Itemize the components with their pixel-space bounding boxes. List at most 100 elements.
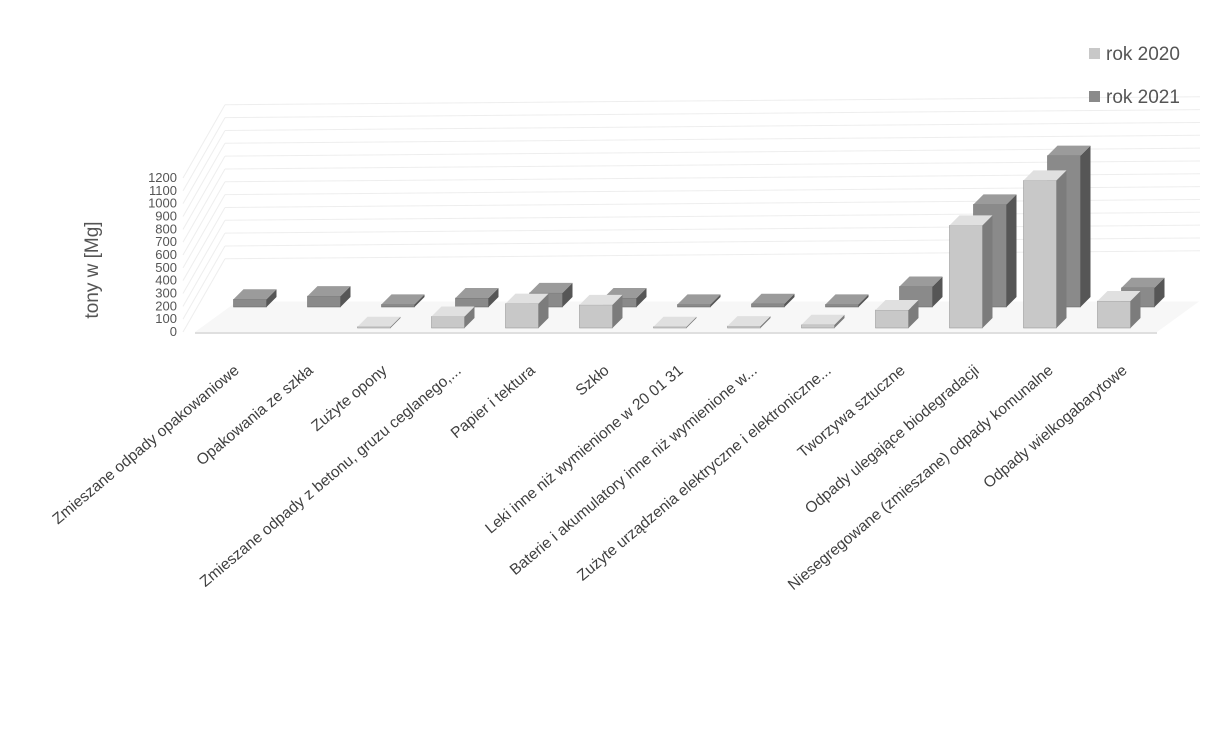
bar-rok-2021 [381,294,425,308]
bar-rok-2021 [825,294,869,308]
y-tick-label: 800 [155,221,177,236]
y-tick-label: 100 [155,311,177,326]
y-tick-label: 700 [155,234,177,249]
bar-rok-2021-front [455,297,489,308]
gridline-side [182,181,226,256]
bar-rok-2020-front [1097,300,1131,329]
bar-rok-2020-top [653,316,697,327]
bar-rok-2021-front [233,299,267,308]
x-category-label: Szkło [573,362,613,399]
x-axis-category-labels: Zmieszane odpady opakowanioweOpakowania … [49,362,1130,594]
gridline [224,160,1201,170]
y-tick-label: 1200 [148,170,177,185]
bar-rok-2021-top [455,288,499,299]
bar-rok-2021-side [636,288,647,307]
bar-rok-2021-top [529,282,573,293]
gridline [224,134,1201,144]
bar-rok-2021-top [751,293,795,304]
bar-rok-2020-front [431,316,465,329]
bar-rok-2020-front [875,309,909,329]
gridline-side [182,117,226,192]
bar-rok-2020-front [801,324,835,329]
gridline-side [182,194,226,269]
bar-rok-2020-front [727,325,761,329]
bar-rok-2020-side [538,293,549,328]
bar-rok-2020-top [431,306,475,317]
bar-rok-2020-side [390,316,401,328]
bar-rok-2020 [505,293,549,329]
legend-swatch-rok-2020 [1089,48,1100,59]
bar-rok-2021-side [1154,277,1165,307]
bar-rok-2021-top [825,294,869,305]
bar-rok-2021 [307,286,351,308]
gridline [224,147,1201,157]
gridline-side [182,130,226,204]
bar-rok-2021-side [1080,145,1091,307]
legend-label-rok-2021: rok 2021 [1106,87,1180,108]
bar-rok-2020-side [612,294,623,328]
bar-rok-2020-front [505,303,539,329]
y-tick-label: 1100 [149,183,177,198]
y-tick-label: 400 [155,273,177,288]
bar-rok-2021-side [710,294,721,307]
y-tick-label: 200 [155,298,177,313]
bar-rok-2020-top [579,294,623,305]
bar-rok-2020-side [464,306,475,328]
bar-rok-2020-side [982,215,993,328]
bar-rok-2020-front [949,225,983,329]
bar-rok-2020-side [1056,170,1067,328]
bar-rok-2020 [431,306,475,329]
y-tick-label: 300 [155,286,177,301]
bar-rok-2021-side [1006,194,1017,307]
gridline-side [182,207,226,281]
bar-rok-2020-top [727,316,771,327]
y-tick-label: 500 [155,260,177,275]
bar-rok-2020 [1097,291,1141,329]
bar-rok-2021 [233,289,277,308]
bar-rok-2020 [875,300,919,329]
gridline-side [182,104,226,179]
bar-rok-2021-front [825,304,859,308]
bar-rok-2020-top [1023,170,1067,181]
y-tick-label: 900 [155,209,177,224]
bar-rok-2020-front [357,326,391,329]
bar-rok-2020-top [801,314,845,325]
x-category-label: Niesegregowane (zmieszane) odpady komuna… [785,362,1057,594]
x-category-label: Baterie i akumulatory inne niż wymienion… [507,362,761,579]
x-category-label: Odpady wielkogabarytowe [980,362,1130,492]
legend: rok 2020 rok 2021 [1089,44,1180,108]
bar-rok-2021-front [677,304,711,308]
y-tick-label: 0 [170,324,177,339]
bar-rok-2020-side [834,314,845,328]
bar-rok-2021-top [307,286,351,297]
bar-rok-2020-side [760,316,771,328]
bar-rok-2021-side [414,294,425,307]
gridline-side [182,220,226,294]
gridline-side [182,232,226,307]
bar-rok-2020-side [686,316,697,328]
gridline [224,96,1201,106]
bar-rok-2021-side [340,286,351,307]
bar-rok-2021-top [233,289,277,300]
bar-rok-2020 [949,215,993,329]
bar-rok-2021 [455,288,499,308]
bar-rok-2020 [801,314,845,329]
bar-rok-2021-front [751,303,785,308]
bar-rok-2020-top [875,300,919,311]
bar-rok-2020 [1023,170,1067,329]
bar-rok-2020-front [579,304,613,329]
gridline-side [182,168,226,243]
legend-swatch-rok-2021 [1089,91,1100,102]
y-tick-label: 600 [155,247,177,262]
x-category-label: Zużyte urządzenia elektryczne i elektron… [574,362,834,584]
bar-rok-2021-side [562,282,573,307]
legend-label-rok-2020: rok 2020 [1106,44,1180,65]
gridline-side [182,258,226,333]
y-axis-label: tony w [Mg] [82,221,103,318]
bar-rok-2020-top [357,316,401,327]
gridline-side [182,155,226,230]
bar-rok-2021-top [899,276,943,287]
gridline-side [182,143,226,217]
bar-rok-2020-top [505,293,549,304]
